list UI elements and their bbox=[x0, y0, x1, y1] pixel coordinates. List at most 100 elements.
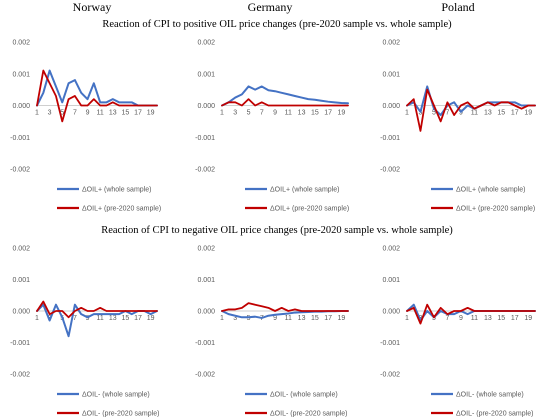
column-title-germany: Germany bbox=[248, 0, 293, 14]
legend-label-whole-sample: ΔOIL- (whole sample) bbox=[270, 392, 338, 399]
x-tick-label: 1 bbox=[35, 110, 39, 117]
x-tick-label: 5 bbox=[432, 110, 436, 117]
y-tick-label: 0.001 bbox=[12, 277, 30, 284]
x-tick-label: 15 bbox=[497, 315, 505, 322]
y-tick-label: 0.000 bbox=[12, 309, 30, 316]
section-title-positive: Reaction of CPI to positive OIL price ch… bbox=[102, 19, 452, 30]
y-tick-label: -0.002 bbox=[195, 167, 215, 174]
y-tick-label: 0.002 bbox=[382, 40, 400, 47]
x-tick-label: 13 bbox=[484, 315, 492, 322]
x-tick-label: 17 bbox=[511, 315, 519, 322]
x-tick-label: 13 bbox=[298, 110, 306, 117]
x-tick-label: 15 bbox=[311, 110, 319, 117]
y-tick-label: 0.001 bbox=[382, 71, 400, 78]
legend-label-whole-sample: ΔOIL+ (whole sample) bbox=[456, 187, 525, 194]
x-tick-label: 13 bbox=[298, 315, 306, 322]
x-tick-label: 19 bbox=[147, 110, 155, 117]
y-tick-label: -0.001 bbox=[10, 340, 30, 347]
x-tick-label: 11 bbox=[285, 110, 292, 117]
x-tick-label: 11 bbox=[471, 110, 478, 117]
y-tick-label: 0.000 bbox=[197, 309, 215, 316]
x-tick-label: 17 bbox=[324, 110, 332, 117]
x-tick-label: 17 bbox=[511, 110, 519, 117]
y-tick-label: -0.002 bbox=[10, 372, 30, 379]
x-tick-label: 5 bbox=[432, 315, 436, 322]
section-title-negative: Reaction of CPI to negative OIL price ch… bbox=[101, 225, 453, 236]
series-line-pre2020-sample bbox=[221, 98, 349, 107]
y-tick-label: 0.002 bbox=[12, 246, 30, 253]
legend-label-pre2020-sample: ΔOIL+ (pre-2020 sample) bbox=[82, 206, 161, 213]
x-tick-label: 13 bbox=[484, 110, 492, 117]
y-tick-label: 0.000 bbox=[197, 103, 215, 110]
x-tick-label: 5 bbox=[247, 110, 251, 117]
legend-label-pre2020-sample: ΔOIL- (pre-2020 sample) bbox=[456, 411, 533, 418]
y-tick-label: -0.001 bbox=[195, 135, 215, 142]
series-line-pre2020-sample bbox=[406, 88, 536, 132]
legend-label-whole-sample: ΔOIL- (whole sample) bbox=[456, 392, 524, 399]
series-line-whole-sample bbox=[221, 85, 349, 107]
legend-label-pre2020-sample: ΔOIL+ (pre-2020 sample) bbox=[270, 206, 349, 213]
x-tick-label: 3 bbox=[419, 110, 423, 117]
x-tick-label: 7 bbox=[73, 110, 77, 117]
x-tick-label: 9 bbox=[459, 110, 463, 117]
x-tick-label: 19 bbox=[337, 315, 345, 322]
x-tick-label: 19 bbox=[524, 315, 532, 322]
x-tick-label: 7 bbox=[445, 315, 449, 322]
x-tick-label: 19 bbox=[147, 315, 155, 322]
x-tick-label: 3 bbox=[48, 110, 52, 117]
x-tick-label: 3 bbox=[233, 315, 237, 322]
x-tick-label: 5 bbox=[60, 110, 64, 117]
y-tick-label: 0.002 bbox=[197, 246, 215, 253]
y-tick-label: 0.001 bbox=[12, 71, 30, 78]
legend-label-whole-sample: ΔOIL+ (whole sample) bbox=[270, 187, 339, 194]
column-title-poland: Poland bbox=[441, 0, 474, 14]
y-tick-label: -0.002 bbox=[195, 372, 215, 379]
x-tick-label: 17 bbox=[134, 110, 142, 117]
x-tick-label: 3 bbox=[233, 110, 237, 117]
series-line-whole-sample bbox=[36, 69, 158, 107]
y-tick-label: -0.002 bbox=[380, 372, 400, 379]
y-tick-label: 0.001 bbox=[197, 277, 215, 284]
x-tick-label: 19 bbox=[524, 110, 532, 117]
x-tick-label: 15 bbox=[311, 315, 319, 322]
y-tick-label: -0.001 bbox=[195, 340, 215, 347]
x-tick-label: 17 bbox=[134, 315, 142, 322]
x-tick-label: 19 bbox=[337, 110, 345, 117]
y-tick-label: 0.002 bbox=[12, 40, 30, 47]
legend-label-pre2020-sample: ΔOIL- (pre-2020 sample) bbox=[82, 411, 159, 418]
x-tick-label: 1 bbox=[220, 315, 224, 322]
x-tick-label: 11 bbox=[471, 315, 478, 322]
x-tick-label: 13 bbox=[109, 110, 117, 117]
y-tick-label: 0.001 bbox=[197, 71, 215, 78]
x-tick-label: 5 bbox=[247, 315, 251, 322]
x-tick-label: 11 bbox=[97, 110, 104, 117]
x-tick-label: 1 bbox=[35, 315, 39, 322]
x-tick-label: 7 bbox=[445, 110, 449, 117]
y-tick-label: -0.001 bbox=[380, 135, 400, 142]
x-tick-label: 7 bbox=[73, 315, 77, 322]
x-tick-label: 9 bbox=[86, 315, 90, 322]
y-tick-label: -0.002 bbox=[10, 167, 30, 174]
y-tick-label: 0.000 bbox=[382, 103, 400, 110]
column-title-norway: Norway bbox=[73, 0, 112, 14]
y-tick-label: -0.002 bbox=[380, 167, 400, 174]
x-tick-label: 15 bbox=[122, 110, 130, 117]
x-tick-label: 17 bbox=[324, 315, 332, 322]
y-tick-label: 0.000 bbox=[382, 309, 400, 316]
series-line-pre2020-sample bbox=[406, 303, 536, 325]
y-tick-label: 0.000 bbox=[12, 103, 30, 110]
x-tick-label: 7 bbox=[260, 110, 264, 117]
series-line-pre2020-sample bbox=[36, 300, 158, 319]
x-tick-label: 9 bbox=[273, 110, 277, 117]
x-tick-label: 1 bbox=[405, 110, 409, 117]
x-tick-label: 11 bbox=[97, 315, 104, 322]
series-line-pre2020-sample bbox=[221, 302, 349, 312]
x-tick-label: 1 bbox=[220, 110, 224, 117]
x-tick-label: 13 bbox=[109, 315, 117, 322]
legend-label-whole-sample: ΔOIL+ (whole sample) bbox=[82, 187, 151, 194]
